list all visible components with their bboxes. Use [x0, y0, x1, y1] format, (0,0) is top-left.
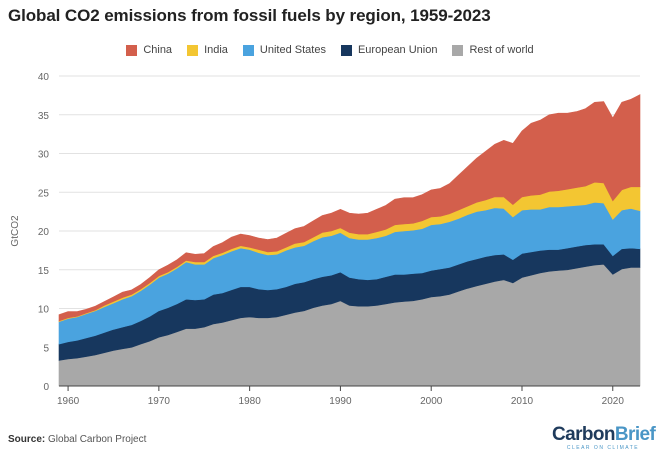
x-tick-label: 2020 [602, 396, 625, 407]
chart-title: Global CO2 emissions from fossil fuels b… [8, 6, 491, 25]
x-tick-label: 1960 [57, 396, 80, 407]
legend-swatch-european-union [340, 44, 352, 56]
legend-label-india: India [204, 44, 228, 56]
legend-swatch-rest-of-world [452, 44, 464, 56]
y-tick-label: 20 [38, 227, 50, 238]
y-tick-label: 35 [38, 111, 50, 122]
source-label: Source: [8, 434, 46, 445]
legend-item-china: China [126, 44, 172, 56]
axes: 0 5 10 15 20 25 30 35 40 1960 1970 1980 1990 2000 2010… [38, 72, 640, 407]
legend-item-india: India [187, 44, 228, 56]
legend-item-european-union: European Union [340, 44, 438, 56]
legend-swatch-united-states [242, 44, 254, 56]
x-tick-label: 2010 [511, 396, 534, 407]
source-note: Source: Global Carbon Project [8, 434, 146, 445]
legend-label-china: China [143, 44, 173, 56]
stacked-areas [58, 94, 641, 387]
legend-swatch-india [187, 44, 199, 56]
y-tick-label: 25 [38, 188, 50, 199]
logo-part2: Brief [614, 424, 656, 445]
y-tick-label: 10 [38, 305, 50, 316]
y-axis-title: GtCO2 [10, 215, 21, 247]
legend-item-rest-of-world: Rest of world [452, 44, 534, 56]
chart-legend: China India United States European Union… [0, 44, 660, 56]
x-tick-label: 1970 [148, 396, 171, 407]
legend-item-united-states: United States [242, 44, 326, 56]
logo-wordmark: CarbonBrief [552, 424, 656, 445]
x-tick-label: 1980 [239, 396, 262, 407]
legend-label-united-states: United States [259, 44, 326, 56]
source-text: Global Carbon Project [48, 434, 147, 445]
x-tick-label: 1990 [329, 396, 352, 407]
y-tick-label: 5 [43, 343, 49, 354]
logo-tagline: CLEAR ON CLIMATE [566, 445, 640, 451]
x-tick-label: 2000 [420, 396, 443, 407]
legend-swatch-china [126, 44, 138, 56]
legend-label-european-union: European Union [357, 44, 438, 56]
legend-label-rest-of-world: Rest of world [469, 44, 534, 56]
y-tick-label: 0 [43, 382, 49, 393]
logo-part1: Carbon [552, 424, 616, 445]
area-china [58, 94, 641, 322]
y-tick-label: 40 [38, 72, 50, 83]
carbonbrief-logo: CarbonBrief CLEAR ON CLIMATE [552, 424, 656, 452]
y-tick-label: 30 [38, 150, 50, 161]
y-tick-label: 15 [38, 266, 50, 277]
